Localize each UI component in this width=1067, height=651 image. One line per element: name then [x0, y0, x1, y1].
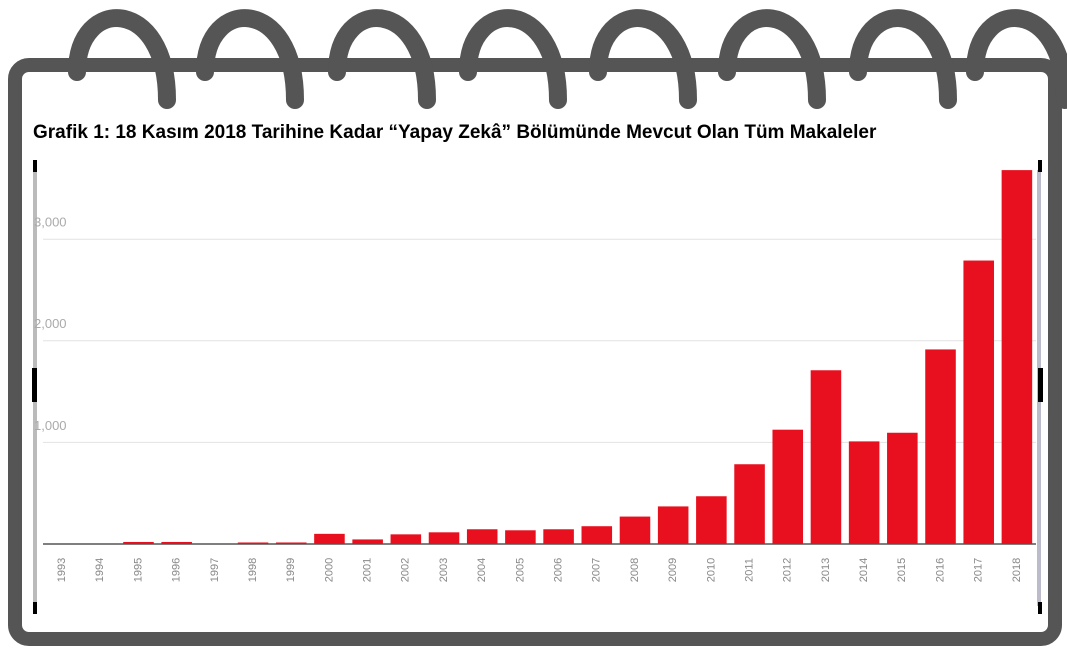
bar [963, 261, 994, 544]
bar [772, 430, 803, 544]
page: Grafik 1: 18 Kasım 2018 Tarihine Kadar “… [0, 0, 1067, 651]
x-tick-label: 2013 [820, 558, 832, 582]
bar [696, 496, 727, 544]
x-tick-label: 2018 [1011, 558, 1023, 582]
x-tick-label: 1997 [209, 558, 221, 582]
bar [352, 539, 383, 544]
side-mark [1038, 368, 1043, 402]
side-mark [32, 368, 37, 402]
x-tick-label: 2005 [514, 558, 526, 582]
bar [314, 534, 345, 544]
x-tick-label: 2001 [362, 558, 374, 582]
x-tick-label: 2014 [858, 558, 870, 582]
x-tick-label: 1998 [247, 558, 259, 582]
bar [505, 530, 536, 544]
corner-mark [1038, 602, 1042, 614]
x-tick-label: 2009 [667, 558, 679, 582]
x-tick-label: 2004 [476, 558, 488, 582]
bar [467, 529, 498, 544]
x-tick-label: 2008 [629, 558, 641, 582]
x-tick-label: 2017 [973, 558, 985, 582]
y-tick-label: 2,000 [34, 316, 67, 331]
bar [658, 506, 689, 544]
x-tick-label: 1996 [171, 558, 183, 582]
x-tick-label: 2016 [934, 558, 946, 582]
corner-mark [1038, 160, 1042, 172]
corner-mark [33, 602, 37, 614]
bar [238, 542, 269, 544]
x-tick-label: 2000 [323, 558, 335, 582]
y-tick-label: 3,000 [34, 215, 67, 230]
x-tick-label: 2007 [591, 558, 603, 582]
bar [391, 534, 422, 544]
x-tick-label: 2002 [400, 558, 412, 582]
corner-mark [33, 160, 37, 172]
x-tick-label: 2011 [743, 558, 755, 582]
x-tick-label: 2012 [782, 558, 794, 582]
bar [276, 542, 307, 544]
bar [161, 542, 192, 544]
x-tick-label: 2015 [896, 558, 908, 582]
bar [811, 370, 842, 544]
y-tick-label: 1,000 [34, 418, 67, 433]
bar [123, 542, 154, 544]
x-tick-label: 2006 [553, 558, 565, 582]
x-tick-label: 2010 [705, 558, 717, 582]
bar [849, 441, 880, 544]
bar [734, 464, 765, 544]
x-tick-label: 1999 [285, 558, 297, 582]
bar [429, 532, 460, 544]
x-tick-label: 1993 [56, 558, 68, 582]
x-tick-label: 1995 [132, 558, 144, 582]
bar [582, 526, 613, 544]
bar [1002, 170, 1033, 544]
bar [543, 529, 574, 544]
bar [887, 433, 918, 544]
notebook-frame [15, 65, 1055, 639]
bar [620, 517, 651, 544]
bar [925, 349, 956, 544]
x-tick-label: 1994 [94, 558, 106, 582]
x-tick-label: 2003 [438, 558, 450, 582]
chart-title: Grafik 1: 18 Kasım 2018 Tarihine Kadar “… [33, 122, 877, 143]
